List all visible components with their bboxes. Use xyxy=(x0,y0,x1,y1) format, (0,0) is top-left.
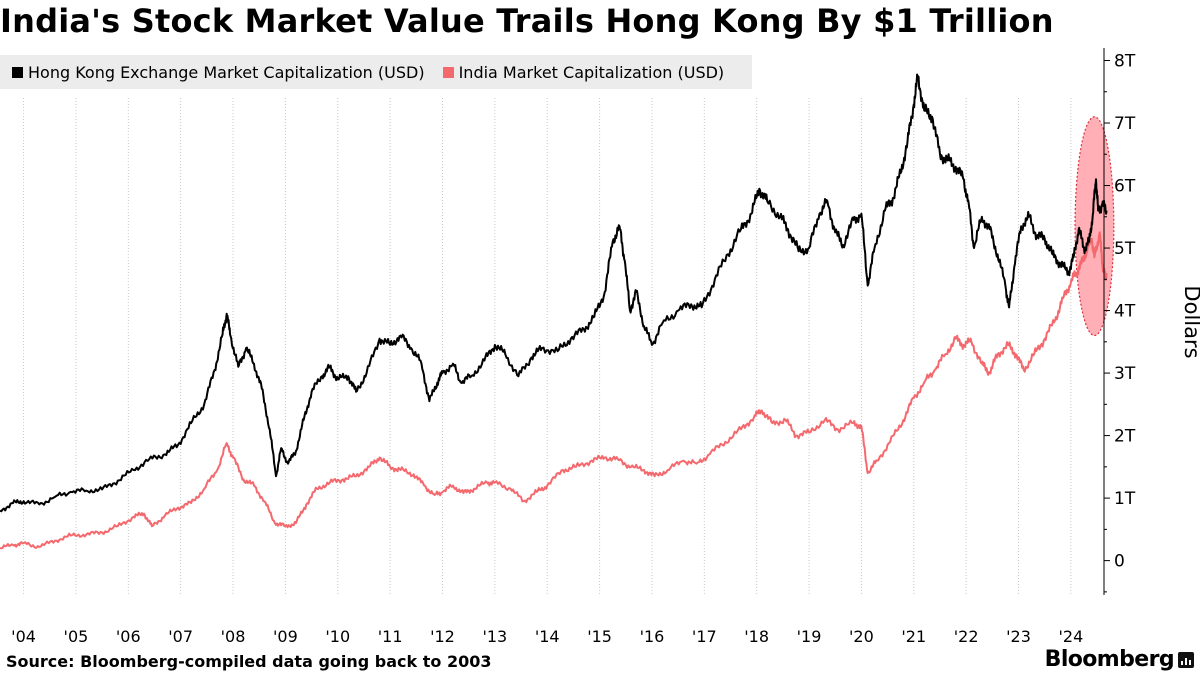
x-tick-label: '05 xyxy=(64,627,89,646)
y-tick-label: 7T xyxy=(1114,114,1136,134)
x-tick-label: '06 xyxy=(116,627,141,646)
highlight-layer xyxy=(1074,116,1115,337)
series-line-india xyxy=(0,231,1108,550)
x-tick-label: '24 xyxy=(1058,627,1083,646)
x-tick-label: '19 xyxy=(797,627,822,646)
y-tick-label: 0 xyxy=(1114,552,1125,572)
x-tick-label: '08 xyxy=(221,627,246,646)
highlight-ellipse xyxy=(1074,116,1115,337)
y-tick-label: 3T xyxy=(1114,364,1136,384)
chart-title: India's Stock Market Value Trails Hong K… xyxy=(0,2,1054,40)
legend-item-hong-kong: Hong Kong Exchange Market Capitalization… xyxy=(12,63,425,82)
y-tick-label: 8T xyxy=(1114,52,1136,72)
legend-swatch-india xyxy=(442,66,454,78)
x-tick-label: '20 xyxy=(849,627,874,646)
series-line-hong-kong xyxy=(0,73,1108,513)
y-tick-label: 6T xyxy=(1114,177,1136,197)
y-tick-label: 2T xyxy=(1114,427,1136,447)
x-tick-label: '11 xyxy=(378,627,403,646)
y-tick-label: 1T xyxy=(1114,489,1136,509)
x-tick-label: '23 xyxy=(1006,627,1031,646)
legend-item-india: India Market Capitalization (USD) xyxy=(442,62,725,82)
x-tick-label: '16 xyxy=(640,627,665,646)
x-tick-label: '07 xyxy=(168,627,193,646)
x-tick-label: '12 xyxy=(430,627,455,646)
series-layer xyxy=(0,73,1108,550)
source-note: Source: Bloomberg-compiled data going ba… xyxy=(6,652,492,671)
x-tick-label: '18 xyxy=(744,627,769,646)
x-tick-label: '10 xyxy=(325,627,350,646)
x-tick-label: '22 xyxy=(954,627,979,646)
y-axis-title: Dollars xyxy=(1180,285,1200,358)
y-tick-label: 4T xyxy=(1114,302,1136,322)
x-tick-label: '21 xyxy=(901,627,926,646)
bloomberg-logo: Bloomberg xyxy=(1045,647,1194,672)
x-tick-label: '15 xyxy=(587,627,612,646)
grid-lines xyxy=(23,98,1072,595)
legend-swatch-hong-kong xyxy=(12,66,23,78)
x-tick-label: '09 xyxy=(273,627,298,646)
y-tick-label: 5T xyxy=(1114,239,1136,259)
legend-label-hong-kong: Hong Kong Exchange Market Capitalization… xyxy=(28,62,425,82)
x-tick-label: '04 xyxy=(11,627,36,646)
axes: '04 '05 '06 '07 '08 '09 '10 '11 '12 '13 '14 '15 '16 '… xyxy=(11,48,1200,646)
x-tick-label: '17 xyxy=(692,627,717,646)
x-tick-label: '13 xyxy=(482,627,507,646)
chart-legend: Hong Kong Exchange Market Capitalization… xyxy=(0,55,752,89)
bloomberg-badge-icon xyxy=(1178,651,1194,668)
x-tick-label: '14 xyxy=(535,627,560,646)
legend-label-india: India Market Capitalization (USD) xyxy=(458,62,725,82)
brand-name: Bloomberg xyxy=(1044,647,1175,672)
